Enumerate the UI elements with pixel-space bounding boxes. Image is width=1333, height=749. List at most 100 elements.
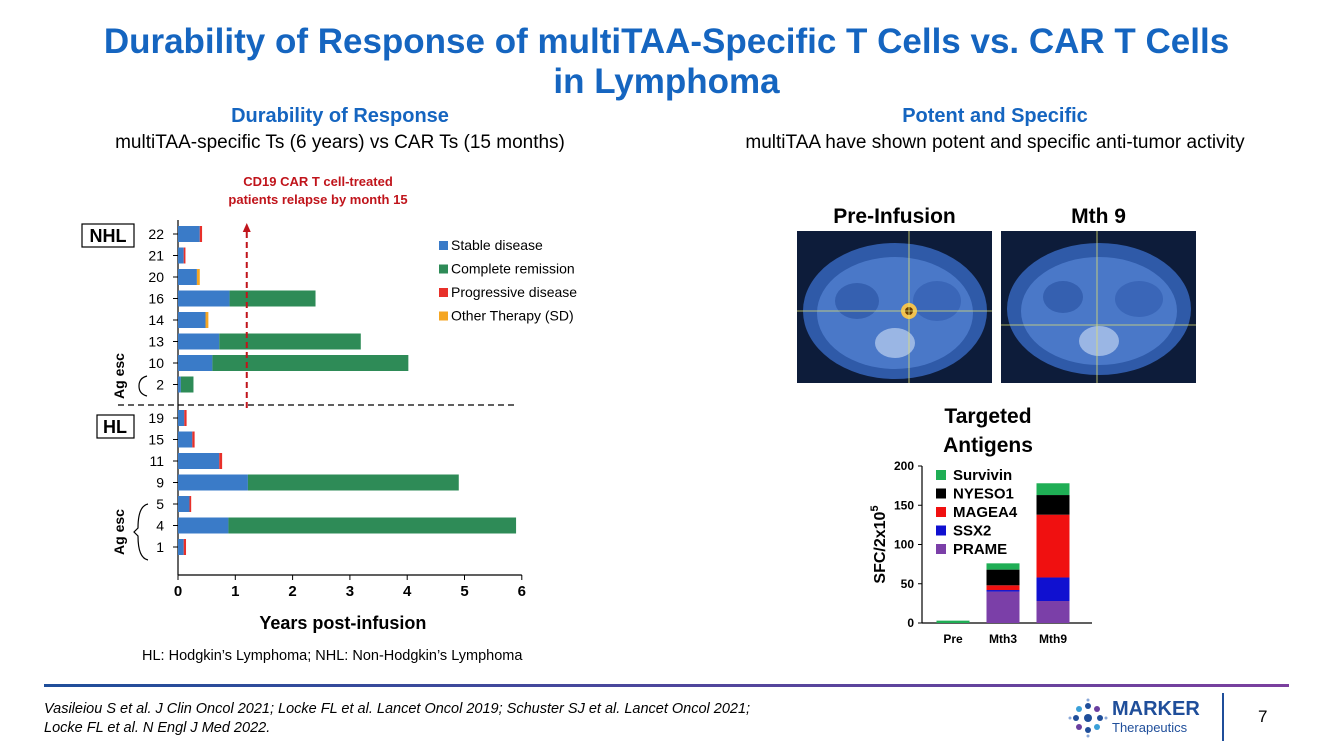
- bar-other-patient-20: [196, 269, 200, 285]
- bar-survivin-mth3: [986, 563, 1020, 570]
- scan-label-mth9: Mth 9: [1071, 205, 1126, 228]
- legend-swatch: [936, 544, 946, 554]
- bar-stable-patient-2: [178, 376, 181, 393]
- bar-complete-patient-10: [212, 355, 409, 371]
- legend-swatch: [936, 525, 946, 536]
- ag-esc-label-hl: Ag esc: [111, 509, 127, 555]
- patient-id-label: 5: [156, 496, 164, 512]
- bar-stable-patient-4: [178, 517, 229, 534]
- x-tick-label: 1: [231, 583, 239, 600]
- legend-swatch: [936, 507, 946, 517]
- y-tick-label: 100: [894, 538, 914, 552]
- y-axis-title: SFC/2x105: [869, 505, 889, 583]
- car-t-annotation-line2: patients relapse by month 15: [228, 192, 407, 207]
- legend-label: SSX2: [953, 523, 991, 540]
- logo-subtext: Therapeutics: [1112, 720, 1188, 735]
- patient-id-label: 2: [156, 377, 164, 393]
- antigens-title-line2: Antigens: [943, 434, 1033, 457]
- x-axis-title: Years post-infusion: [259, 613, 426, 633]
- group-label-box: [81, 223, 135, 248]
- patient-id-label: 16: [148, 291, 164, 307]
- bar-progressive-patient-11: [219, 453, 223, 469]
- legend-label: Stable disease: [451, 237, 543, 253]
- bar-progressive-patient-19: [184, 410, 187, 426]
- bar-stable-patient-1: [178, 539, 184, 555]
- patient-id-label: 9: [156, 475, 164, 491]
- patient-id-label: 11: [149, 453, 164, 469]
- x-tick-label: 3: [346, 583, 354, 600]
- legend-swatch: [439, 241, 448, 250]
- bar-stable-patient-16: [178, 290, 230, 307]
- logo-text: MARKER: [1112, 698, 1200, 720]
- bar-stable-patient-19: [178, 410, 185, 426]
- patient-id-label: 21: [148, 248, 164, 264]
- x-tick-label: 0: [174, 583, 182, 600]
- legend-label: Survivin: [953, 467, 1012, 484]
- bar-complete-patient-4: [228, 517, 517, 534]
- page-number: 7: [1258, 707, 1268, 726]
- x-tick-label: 4: [403, 583, 412, 600]
- group-label-nhl: NHL: [81, 223, 135, 248]
- bar-prame-mth9: [1036, 601, 1070, 623]
- bar-nyeso1-mth3: [986, 569, 1020, 586]
- group-label-hl: HL: [96, 414, 135, 439]
- bar-progressive-patient-1: [183, 539, 187, 555]
- bar-stable-patient-14: [178, 312, 206, 328]
- x-tick-label: Mth3: [989, 632, 1017, 646]
- references-line1: Vasileiou S et al. J Clin Oncol 2021; Lo…: [44, 701, 751, 717]
- bar-complete-patient-13: [219, 333, 361, 350]
- bar-prame-mth3: [986, 591, 1020, 623]
- antigens-title-line1: Targeted: [944, 405, 1031, 428]
- patient-id-label: 22: [148, 226, 164, 242]
- ct-scan-pre-infusion: [797, 231, 992, 383]
- marker-logo: MARKER Therapeutics: [1068, 696, 1218, 740]
- bar-ssx2-mth3: [986, 590, 1020, 592]
- scan-label-pre: Pre-Infusion: [833, 205, 956, 228]
- y-tick-label: 50: [901, 577, 915, 591]
- legend-swatch: [439, 288, 448, 297]
- bar-stable-patient-5: [178, 496, 190, 512]
- legend-label: MAGEA4: [953, 504, 1018, 521]
- right-subtitle: multiTAA have shown potent and specific …: [745, 132, 1245, 153]
- hl-footnote: HL: Hodgkin’s Lymphoma; NHL: Non-Hodgkin…: [142, 648, 523, 664]
- slide-title-line1: Durability of Response of multiTAA-Speci…: [103, 22, 1230, 61]
- bar-progressive-patient-21: [183, 247, 186, 264]
- legend-swatch: [439, 264, 448, 274]
- footer-divider: [44, 684, 1289, 687]
- references: Vasileiou S et al. J Clin Oncol 2021; Lo…: [44, 700, 944, 738]
- legend-label: PRAME: [953, 541, 1007, 558]
- x-tick-label: Mth9: [1039, 632, 1067, 646]
- logo-divider: [1222, 693, 1224, 741]
- x-tick-label: 5: [460, 583, 468, 600]
- car-t-arrowhead: [242, 223, 251, 232]
- car-t-annotation-line1: CD19 CAR T cell-treated: [243, 174, 393, 189]
- legend-label: Other Therapy (SD): [451, 308, 574, 324]
- bar-stable-patient-20: [178, 269, 197, 285]
- bar-stable-patient-13: [178, 333, 220, 350]
- y-tick-label: 200: [894, 459, 914, 473]
- left-subtitle: multiTAA-specific Ts (6 years) vs CAR Ts…: [115, 132, 565, 153]
- patient-id-label: 1: [156, 539, 164, 555]
- bar-complete-patient-9: [247, 474, 459, 491]
- ag-esc-label-nhl: Ag esc: [111, 353, 127, 399]
- bar-stable-patient-15: [178, 431, 193, 448]
- bar-stable-patient-21: [178, 247, 184, 264]
- bar-complete-patient-16: [229, 290, 316, 307]
- bar-stable-patient-9: [178, 474, 248, 491]
- bar-progressive-patient-22: [199, 226, 203, 242]
- bar-complete-patient-2: [180, 376, 194, 393]
- patient-id-label: 13: [148, 334, 164, 350]
- x-tick-label: Pre: [943, 632, 963, 646]
- slide-title: Durability of Response of multiTAA-Speci…: [0, 22, 1333, 102]
- targeted-antigens-chart: Targeted Antigens 0 50 100 150 200 SFC/2x105 Pre…: [869, 405, 1092, 646]
- bar-progressive-patient-15: [192, 431, 195, 448]
- patient-id-label: 19: [148, 410, 164, 426]
- legend-label: Progressive disease: [451, 284, 577, 300]
- x-tick-label: 2: [288, 583, 296, 600]
- group-label-box: [96, 414, 135, 439]
- bar-magea4-mth9: [1036, 514, 1070, 578]
- y-tick-label: 0: [907, 616, 914, 630]
- legend-swatch: [936, 470, 946, 480]
- legend-swatch: [936, 488, 946, 499]
